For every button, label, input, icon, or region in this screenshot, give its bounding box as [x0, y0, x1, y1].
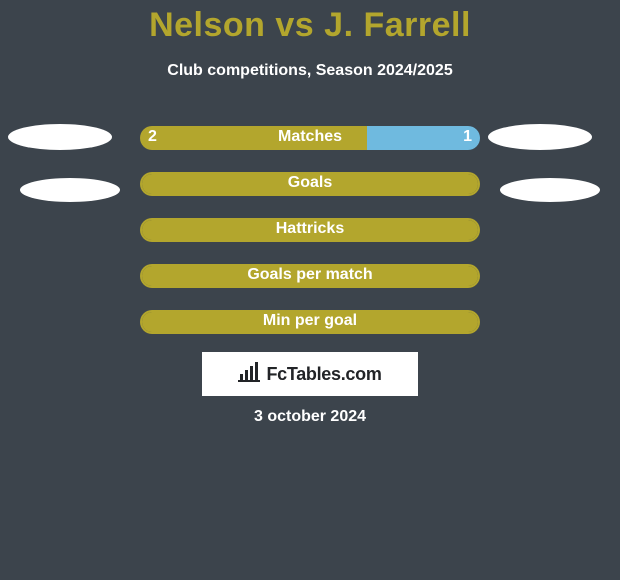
- fctables-logo: FcTables.com: [202, 352, 418, 396]
- stat-row: Hattricks: [0, 218, 620, 246]
- stat-row: Goals per match: [0, 264, 620, 292]
- stat-bar-track: Goals: [140, 172, 480, 196]
- stat-row: Min per goal: [0, 310, 620, 338]
- stat-label: Goals per match: [140, 266, 480, 284]
- subtitle: Club competitions, Season 2024/2025: [0, 62, 620, 80]
- stat-bar-track: Hattricks: [140, 218, 480, 242]
- stat-label: Min per goal: [140, 312, 480, 330]
- logo-inner: FcTables.com: [238, 362, 381, 387]
- stat-label: Hattricks: [140, 220, 480, 238]
- stat-bar-track: Goals per match: [140, 264, 480, 288]
- stat-value-right: 1: [463, 128, 472, 146]
- date-line: 3 october 2024: [0, 408, 620, 426]
- stat-bar-track: Min per goal: [140, 310, 480, 334]
- bar-chart-icon: [238, 362, 260, 387]
- stat-bar-track: Matches2 1: [140, 126, 480, 150]
- stat-label: Goals: [140, 174, 480, 192]
- page-title: Nelson vs J. Farrell: [0, 6, 620, 45]
- stat-value-left: 2: [148, 128, 157, 146]
- stat-label: Matches: [140, 128, 480, 146]
- logo-text: FcTables.com: [266, 364, 381, 385]
- stat-row: Goals: [0, 172, 620, 200]
- comparison-infographic: Nelson vs J. Farrell Club competitions, …: [0, 0, 620, 580]
- stat-row: Matches2 1: [0, 126, 620, 154]
